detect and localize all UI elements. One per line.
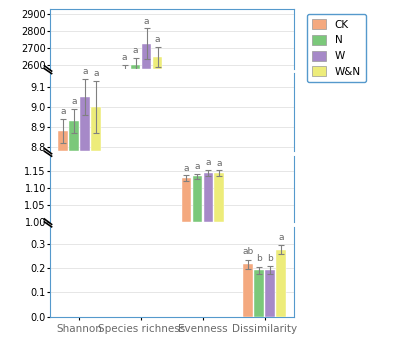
Bar: [276, 250, 286, 317]
Bar: [254, 271, 264, 317]
Text: a: a: [133, 46, 138, 55]
Text: a: a: [206, 158, 211, 167]
Bar: [192, 176, 202, 222]
Bar: [91, 107, 101, 152]
Bar: [214, 173, 224, 222]
Bar: [58, 132, 68, 152]
Bar: [204, 173, 213, 222]
Text: a: a: [144, 17, 150, 26]
Bar: [120, 69, 130, 71]
Text: a: a: [122, 53, 128, 62]
Bar: [265, 270, 275, 317]
Legend: CK, N, W, W&N: CK, N, W, W&N: [306, 14, 366, 82]
Text: a: a: [155, 35, 160, 44]
Text: a: a: [60, 107, 66, 116]
Text: a: a: [194, 162, 200, 172]
Text: a: a: [184, 164, 189, 173]
Text: a: a: [82, 67, 88, 76]
Bar: [69, 121, 79, 152]
Text: a: a: [71, 97, 77, 106]
Bar: [131, 64, 140, 69]
Text: b: b: [267, 254, 273, 263]
Text: a: a: [93, 69, 99, 78]
Bar: [153, 57, 162, 69]
Bar: [80, 97, 90, 152]
Bar: [182, 178, 191, 222]
Text: a: a: [216, 159, 222, 168]
Text: a: a: [278, 233, 284, 242]
Text: b: b: [256, 254, 262, 263]
Bar: [243, 264, 253, 317]
Text: ab: ab: [242, 247, 254, 256]
Bar: [142, 44, 152, 69]
